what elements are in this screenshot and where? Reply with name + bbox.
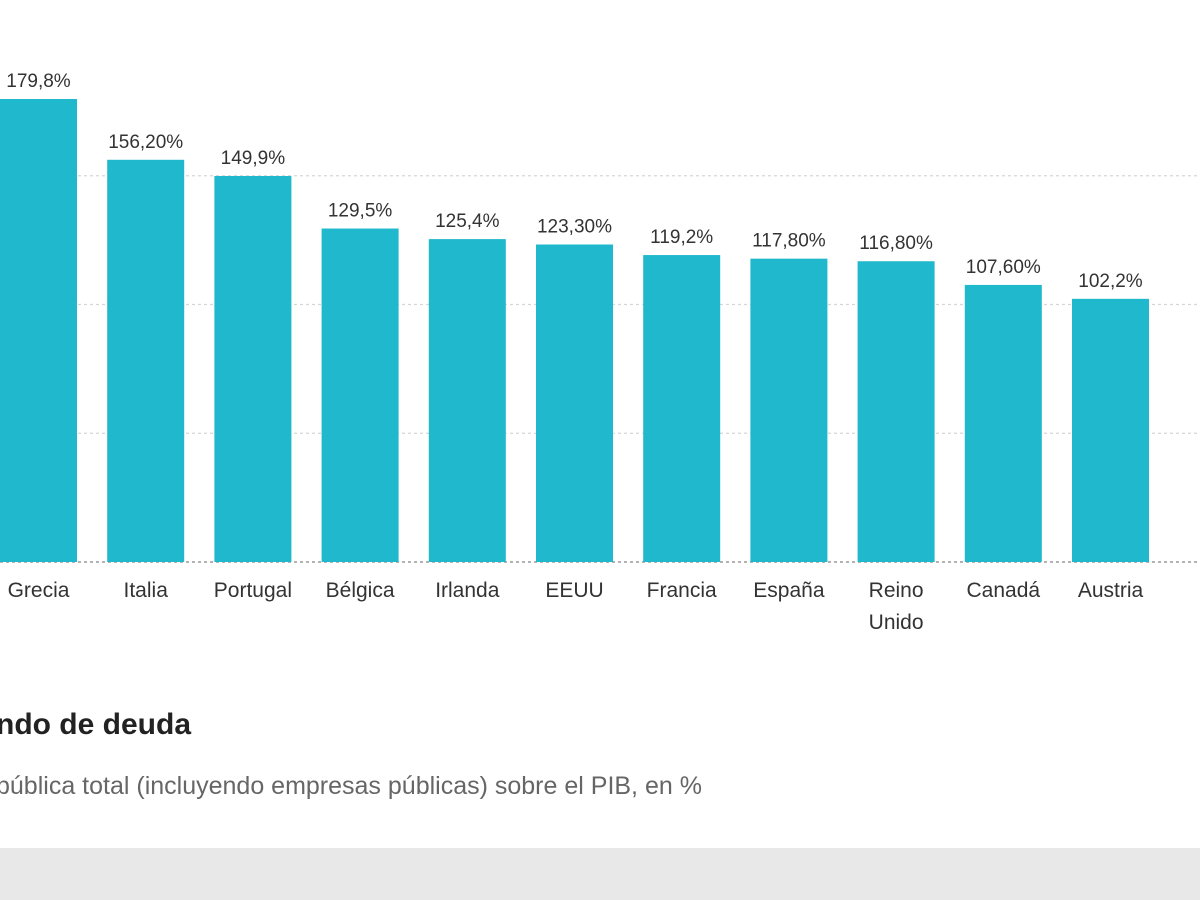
category-label: Reino xyxy=(869,579,924,602)
bar-eeuu xyxy=(536,244,613,562)
bar-bélgica xyxy=(321,228,399,562)
value-labels: 179,8% 156,20% 149,9% 129,5% 125,4% 123,30% 11… xyxy=(6,71,1143,292)
bar-chart: 179,8% 156,20% 149,9% 129,5% 125,4% 123,30% 11… xyxy=(0,71,1200,634)
bar-austria xyxy=(1072,298,1149,562)
category-label: EEUU xyxy=(545,579,603,602)
value-label: 125,4% xyxy=(435,211,500,232)
category-label: Irlanda xyxy=(435,579,500,602)
value-label: 129,5% xyxy=(328,201,393,222)
category-label: Grecia xyxy=(8,579,70,602)
chart-subtitle: pública total (incluyendo empresas públi… xyxy=(0,772,702,800)
category-label: España xyxy=(753,579,825,602)
value-label: 156,20% xyxy=(108,132,183,153)
category-label: Portugal xyxy=(214,579,292,602)
category-label: Canadá xyxy=(967,579,1041,602)
bar-grecia xyxy=(0,99,77,562)
bar-canadá xyxy=(964,284,1042,562)
value-label: 119,2% xyxy=(650,227,713,248)
bar-francia xyxy=(643,255,721,562)
value-label: 123,30% xyxy=(537,217,612,238)
category-label: Unido xyxy=(869,611,924,634)
category-label: Francia xyxy=(647,579,717,602)
bar-reino-unido xyxy=(857,261,935,562)
value-label: 116,80% xyxy=(859,233,933,254)
chart-title: ndo de deuda xyxy=(0,708,191,741)
category-label: Italia xyxy=(124,579,169,602)
value-label: 149,9% xyxy=(221,148,286,169)
category-label: Bélgica xyxy=(326,579,395,602)
value-label: 102,2% xyxy=(1078,271,1143,292)
bar-portugal xyxy=(214,176,292,562)
value-label: 179,8% xyxy=(6,71,71,92)
bar-españa xyxy=(750,258,828,562)
bars xyxy=(0,99,1149,562)
value-label: 117,80% xyxy=(752,231,826,252)
value-label: 107,60% xyxy=(966,257,1041,278)
category-label: Austria xyxy=(1078,579,1144,602)
bar-italia xyxy=(107,159,185,562)
footer-band xyxy=(0,848,1200,900)
bar-irlanda xyxy=(428,239,506,562)
category-labels: Grecia Italia Portugal Bélgica Irlanda EEUU Fr… xyxy=(8,579,1144,634)
